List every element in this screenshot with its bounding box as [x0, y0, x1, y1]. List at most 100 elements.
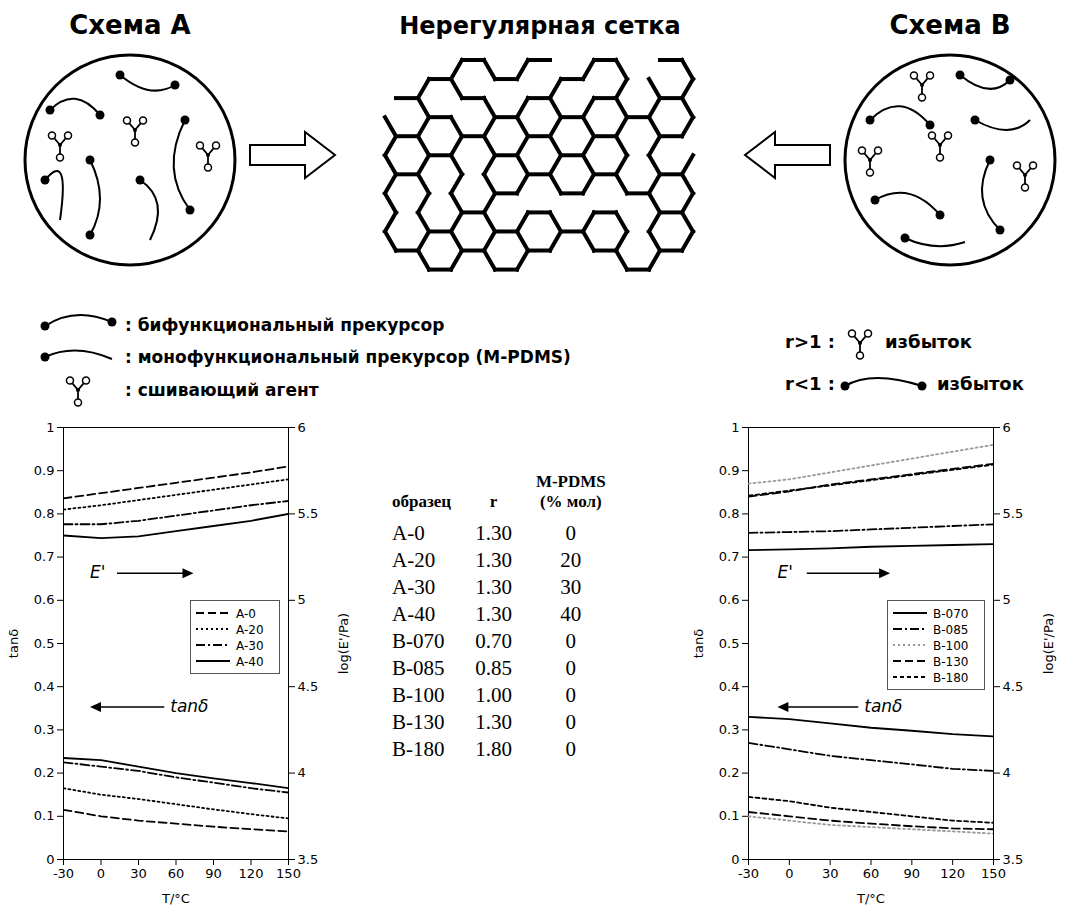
svg-text:0.8: 0.8	[34, 506, 55, 521]
html-text:0.85: 0.85	[475, 656, 512, 680]
svg-text:0: 0	[731, 852, 739, 867]
html-text:B-085: B-085	[392, 656, 445, 680]
svg-text:4.5: 4.5	[298, 679, 319, 694]
svg-text:E': E'	[90, 562, 105, 582]
svg-text:0.2: 0.2	[34, 765, 55, 780]
svg-text:A-30: A-30	[236, 638, 264, 652]
html-text:B-070: B-070	[392, 629, 445, 653]
svg-text:0.4: 0.4	[34, 679, 55, 694]
html-text:B-100: B-100	[392, 683, 445, 707]
html-text:1.80: 1.80	[475, 737, 512, 761]
svg-text:0.3: 0.3	[34, 722, 55, 737]
html-text:A-30: A-30	[392, 575, 436, 599]
svg-text:0.3: 0.3	[719, 722, 740, 737]
svg-text:90: 90	[205, 866, 222, 881]
svg-text:Схема A: Схема A	[69, 10, 190, 40]
svg-text:4.5: 4.5	[1003, 679, 1024, 694]
svg-text:0.5: 0.5	[34, 636, 55, 651]
html-text:B-180: B-180	[392, 737, 445, 761]
svg-text:A-40: A-40	[236, 654, 264, 668]
svg-text:избыток: избыток	[885, 331, 972, 352]
svg-text:3.5: 3.5	[298, 852, 319, 867]
svg-text:0: 0	[97, 866, 105, 881]
html-text:B-130: B-130	[392, 710, 445, 734]
svg-text:1: 1	[46, 420, 54, 435]
html-text:M-PDMS (% мол): M-PDMS (% мол)	[535, 472, 606, 511]
svg-text:T/°C: T/°C	[161, 891, 190, 906]
html-text:30: 30	[560, 575, 582, 599]
html-text:1.00: 1.00	[475, 683, 512, 707]
svg-text:E': E'	[777, 562, 792, 582]
html-text:1.30: 1.30	[475, 602, 512, 626]
svg-text:1: 1	[731, 420, 739, 435]
html-text:20: 20	[560, 548, 582, 572]
html-text:1.30: 1.30	[475, 521, 512, 545]
svg-text:0: 0	[46, 852, 54, 867]
svg-text:r>1 :: r>1 :	[785, 331, 835, 352]
svg-text:5: 5	[1003, 592, 1011, 607]
svg-text:: сшивающий агент: : сшивающий агент	[125, 380, 319, 400]
svg-text:-30: -30	[53, 866, 74, 881]
svg-text:избыток: избыток	[937, 373, 1024, 394]
svg-text:B-180: B-180	[933, 670, 968, 684]
html-text:1.30: 1.30	[475, 710, 512, 734]
svg-text:T/°C: T/°C	[856, 891, 885, 906]
svg-text:B-070: B-070	[933, 606, 968, 620]
html-text:0.70: 0.70	[475, 629, 512, 653]
svg-text:5.5: 5.5	[1003, 506, 1024, 521]
svg-text:-30: -30	[738, 866, 759, 881]
svg-text:120: 120	[239, 866, 264, 881]
html-text:A-40: A-40	[392, 602, 436, 626]
html-text:1.30: 1.30	[475, 575, 512, 599]
svg-text:120: 120	[940, 866, 965, 881]
html-text:40: 40	[560, 602, 582, 626]
html-text:образец: образец	[392, 492, 452, 511]
svg-text:A-20: A-20	[236, 622, 264, 636]
svg-text:0.1: 0.1	[719, 808, 740, 823]
svg-text:60: 60	[168, 866, 185, 881]
svg-text:6: 6	[1003, 420, 1011, 435]
svg-text:90: 90	[904, 866, 921, 881]
svg-text:tanδ: tanδ	[6, 629, 21, 658]
svg-text:5.5: 5.5	[298, 506, 319, 521]
svg-text:0.7: 0.7	[34, 549, 55, 564]
svg-text:0.7: 0.7	[719, 549, 740, 564]
html-text:1.30: 1.30	[475, 548, 512, 572]
svg-text:B-130: B-130	[933, 654, 968, 668]
svg-text:5: 5	[298, 592, 306, 607]
html-text:A-20: A-20	[392, 548, 436, 572]
html-text:A-0: A-0	[392, 521, 425, 545]
svg-text:log(E'/Pa): log(E'/Pa)	[1041, 613, 1056, 674]
svg-text:0.8: 0.8	[719, 506, 740, 521]
svg-text:tanδ: tanδ	[864, 696, 902, 716]
svg-text:4: 4	[1003, 765, 1011, 780]
svg-text:0.1: 0.1	[34, 808, 55, 823]
svg-text:0.9: 0.9	[719, 463, 740, 478]
svg-text:: монофункциональный прекурсор: : монофункциональный прекурсор (M-PDMS)	[125, 347, 571, 367]
svg-text:30: 30	[822, 866, 839, 881]
svg-text:r<1 :: r<1 :	[785, 373, 835, 394]
svg-text:log(E'/Pa): log(E'/Pa)	[336, 613, 351, 674]
svg-text:30: 30	[130, 866, 147, 881]
svg-text:: бифункциональный прекурсор: : бифункциональный прекурсор	[125, 315, 444, 335]
svg-text:B-100: B-100	[933, 638, 968, 652]
svg-text:A-0: A-0	[236, 606, 256, 620]
svg-text:0.5: 0.5	[719, 636, 740, 651]
svg-text:0: 0	[785, 866, 793, 881]
svg-text:3.5: 3.5	[1003, 852, 1024, 867]
svg-text:0.4: 0.4	[719, 679, 740, 694]
svg-text:150: 150	[981, 866, 1006, 881]
svg-text:150: 150	[276, 866, 301, 881]
svg-text:60: 60	[863, 866, 880, 881]
svg-text:0.9: 0.9	[34, 463, 55, 478]
svg-text:0.6: 0.6	[719, 592, 740, 607]
svg-text:tanδ: tanδ	[691, 629, 706, 658]
svg-text:tanδ: tanδ	[170, 696, 208, 716]
svg-text:0.2: 0.2	[719, 765, 740, 780]
svg-text:B-085: B-085	[933, 622, 968, 636]
svg-text:Нерегулярная сетка: Нерегулярная сетка	[399, 12, 681, 40]
svg-text:0.6: 0.6	[34, 592, 55, 607]
svg-text:6: 6	[298, 420, 306, 435]
svg-text:4: 4	[298, 765, 306, 780]
svg-text:Схема B: Схема B	[889, 10, 1010, 40]
